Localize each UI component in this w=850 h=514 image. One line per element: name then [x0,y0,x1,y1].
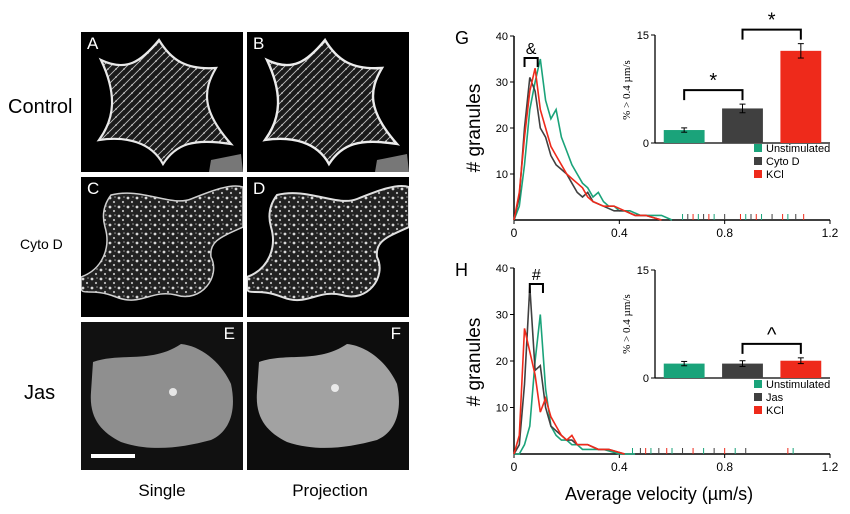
significance-bracket [528,283,544,293]
inset-bar [780,50,822,144]
panel-label-e: E [223,324,235,343]
y-axis-label: # granules [464,84,485,173]
legend-label: KCl [766,405,784,417]
x-tick-label: 0 [511,226,518,240]
inset-significance-bracket [741,28,802,40]
significance-symbol: & [526,41,537,58]
cell-image-b [262,37,409,172]
inset-bar [722,108,763,143]
row-label-jas: Jas [24,382,56,404]
legend-label: Jas [766,392,784,404]
legend-swatch [754,406,762,414]
inset-bar-chart: 0 15 % > 0.4 µm/s ^ [621,265,830,385]
legend-swatch [754,144,762,152]
panel-label-b: B [253,34,265,53]
panel-label-f: F [390,324,401,343]
x-axis-label: Average velocity (µm/s) [565,484,754,504]
inset-y-tick-label: 0 [643,373,649,385]
inset-y-tick-label: 15 [637,265,649,277]
x-tick-label: 0.8 [716,460,733,474]
y-tick-label: 40 [496,263,508,275]
inset-significance-bracket [741,342,802,354]
cell-image-e [81,322,243,470]
x-tick-label: 0.4 [611,460,628,474]
inset-y-tick-label: 15 [637,30,649,42]
cell-image-d [247,185,409,302]
column-label-projection: Projection [292,481,368,500]
significance-symbol: # [532,267,541,284]
x-tick-label: 1.2 [822,460,839,474]
inset-significance-symbol: * [709,70,717,92]
micrograph-panel-d: D [247,177,409,317]
inset-bar [663,130,705,143]
series-line-kcl [513,68,662,221]
panel-label-h: H [455,260,468,280]
legend-label: Unstimulated [766,143,830,155]
y-tick-label: 40 [496,31,508,43]
legend-label: KCl [766,169,784,181]
legend-swatch [754,170,762,178]
y-tick-label: 10 [496,403,508,415]
series-line-jas [513,286,625,455]
cell-image-a [96,38,243,172]
x-tick-label: 0.8 [716,226,733,240]
micrograph-panel-b: B [247,32,409,172]
legend-swatch [754,157,762,165]
x-tick-label: 0 [511,460,518,474]
panel-label-g: G [455,28,469,48]
inset-y-tick-label: 0 [643,138,649,150]
inset-bar [780,360,822,378]
chart-h: H 10 20 30 40 0 0.4 0.8 1.2 # granules #0 15 % > 0.4… [455,260,839,474]
chart-g: G 10 20 30 40 0 0.4 0.8 1.2 # granules & 0 15 % > 0.4… [455,10,839,240]
legend-label: Cyto D [766,156,800,168]
micrograph-panel-e: E [81,322,243,470]
y-tick-label: 20 [496,356,508,368]
series-line-unstimulated [514,314,636,455]
panel-label-a: A [87,34,99,53]
micrograph-panel-f: F [247,322,409,470]
series-line-kcl [513,328,625,455]
inset-y-axis-label: % > 0.4 µm/s [621,60,633,120]
inset-significance-symbol: * [768,10,776,32]
y-tick-label: 10 [496,169,508,181]
row-label-cytod: Cyto D [20,236,63,252]
inset-significance-symbol: ^ [767,324,777,346]
panel-label-c: C [87,179,100,198]
x-tick-label: 1.2 [822,226,839,240]
inset-bar [663,363,705,378]
y-tick-label: 30 [496,310,508,322]
legend-label: Unstimulated [766,379,830,391]
cell-image-c [81,185,243,301]
series-line-cyto-d [513,77,662,221]
panel-label-d: D [253,179,266,198]
legend-swatch [754,393,762,401]
column-label-single: Single [138,481,186,500]
y-tick-label: 30 [496,77,508,89]
x-tick-label: 0.4 [611,226,628,240]
row-label-control: Control [8,96,73,118]
cell-image-f [247,322,409,470]
legend-swatch [754,380,762,388]
y-tick-label: 20 [496,123,508,135]
inset-bar [722,363,763,378]
inset-bar-chart: 0 15 % > 0.4 µm/s * * [621,10,830,150]
micrograph-panel-c: C [81,177,243,317]
y-axis-label: # granules [464,318,485,407]
significance-bracket [523,57,539,67]
inset-y-axis-label: % > 0.4 µm/s [621,294,633,354]
micrograph-panel-a: A [81,32,243,172]
scale-bar [91,454,135,458]
inset-significance-bracket [683,89,744,101]
